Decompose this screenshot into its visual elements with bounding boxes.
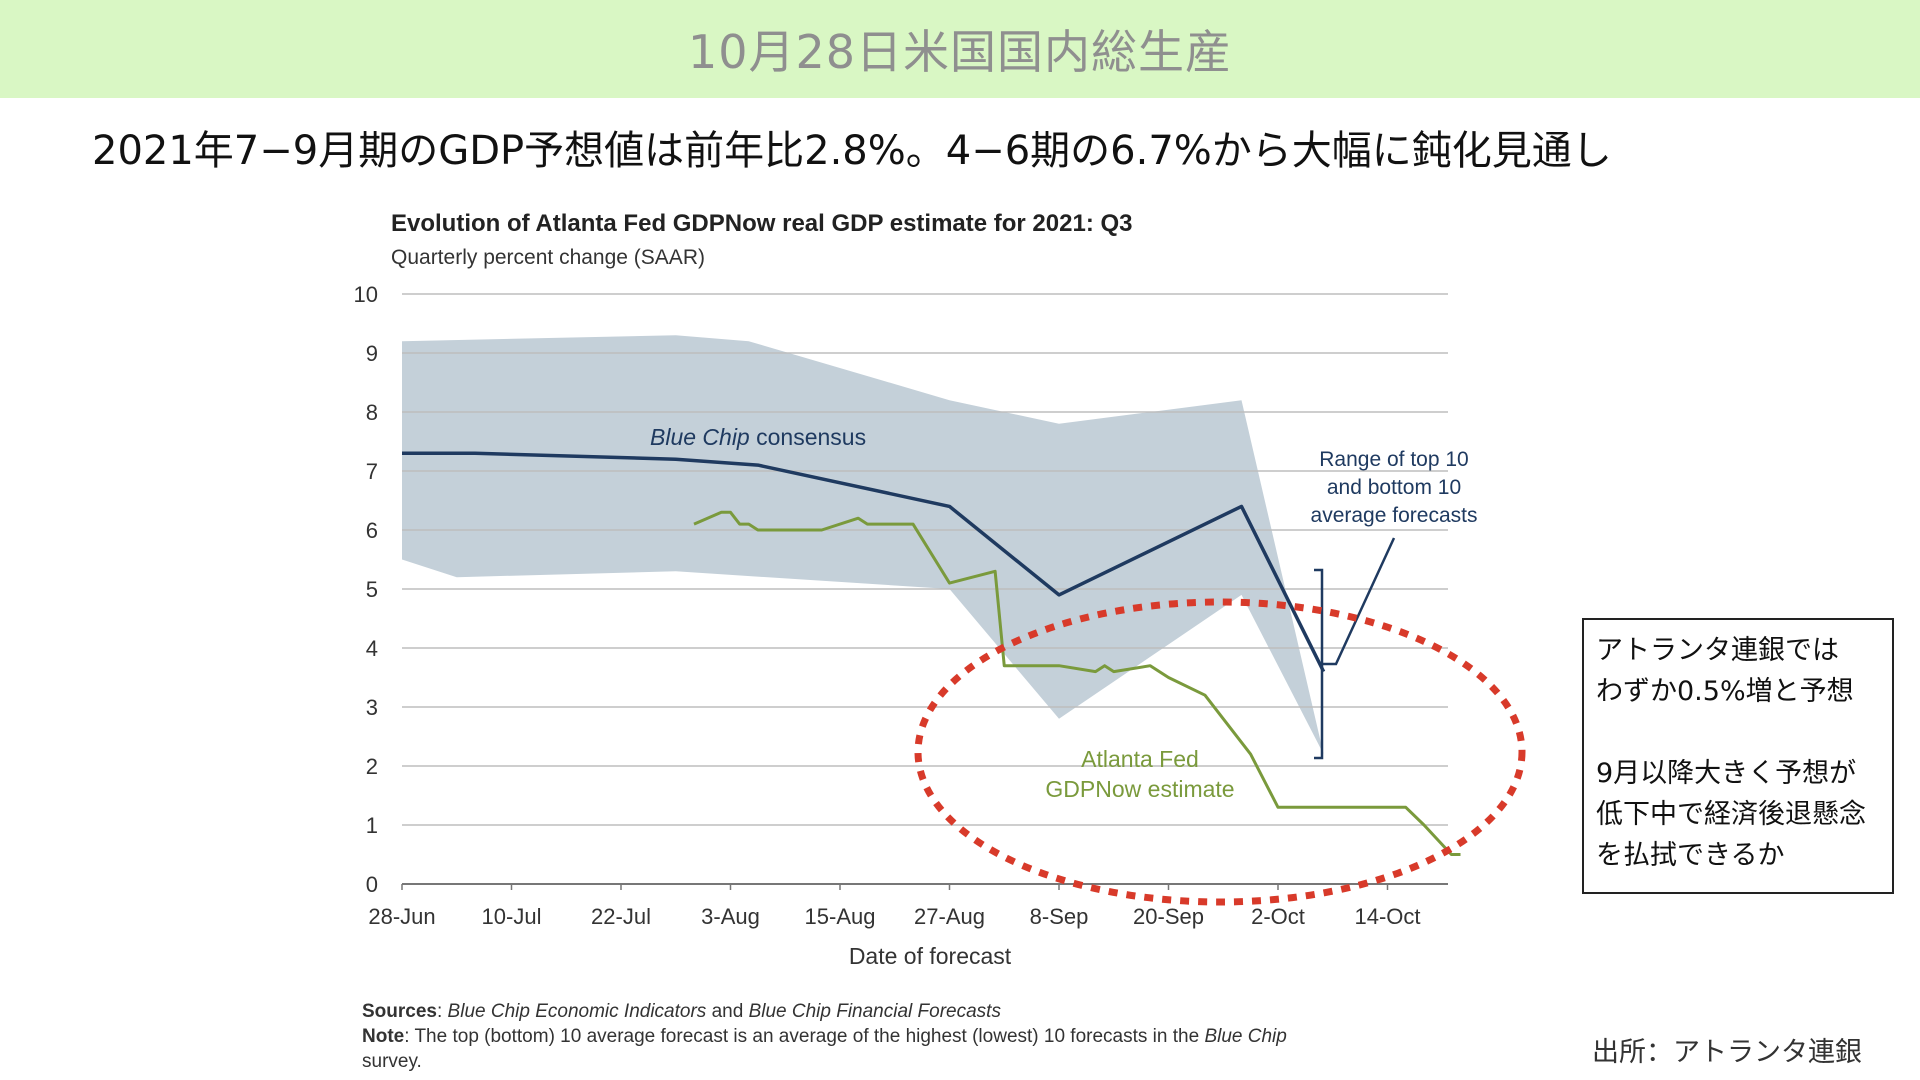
callout-line: を払拭できるか — [1596, 840, 1785, 871]
callout-line: 9月以降大きく予想が — [1596, 758, 1857, 789]
header-banner: 10月28日米国国内総生産 — [0, 0, 1920, 98]
y-tick-label: 8 — [366, 400, 378, 425]
x-tick-label: 14-Oct — [1354, 904, 1420, 929]
sources-text: Sources: Blue Chip Economic Indicators a… — [362, 1001, 1001, 1022]
blue-chip-label: Blue Chip consensus — [650, 424, 866, 450]
highlight-ellipse — [914, 598, 1526, 906]
range-pointer-line — [1322, 537, 1396, 666]
x-tick-label: 20-Sep — [1133, 904, 1204, 929]
range-label: average forecasts — [1311, 504, 1478, 527]
range-label: Range of top 10 — [1319, 448, 1468, 471]
x-tick-label: 22-Jul — [591, 904, 651, 929]
callout-line: アトランタ連銀では — [1596, 635, 1839, 666]
y-tick-label: 10 — [354, 282, 378, 307]
y-tick-label: 9 — [366, 341, 378, 366]
y-tick-label: 2 — [366, 754, 378, 779]
x-tick-label: 3-Aug — [701, 904, 760, 929]
x-axis-label: Date of forecast — [849, 943, 1012, 969]
x-tick-label: 15-Aug — [805, 904, 876, 929]
callout-box: アトランタ連銀では わずか0.5%増と予想 9月以降大きく予想が 低下中で経済後… — [1582, 618, 1894, 894]
note-text: survey. — [362, 1051, 422, 1072]
y-tick-label: 5 — [366, 577, 378, 602]
range-label: and bottom 10 — [1327, 476, 1461, 499]
blue-chip-consensus-line — [402, 451, 1326, 673]
x-tick-label: 8-Sep — [1030, 904, 1089, 929]
y-tick-label: 0 — [366, 872, 378, 897]
banner-title: 10月28日米国国内総生産 — [687, 25, 1233, 79]
gdpnow-label: GDPNow estimate — [1045, 776, 1234, 802]
callout-line: わずか0.5%増と予想 — [1596, 676, 1854, 707]
y-tick-label: 1 — [366, 813, 378, 838]
gdpnow-label: Atlanta Fed — [1081, 746, 1199, 772]
chart-subtitle: Quarterly percent change (SAAR) — [391, 246, 705, 269]
chart-title: Evolution of Atlanta Fed GDPNow real GDP… — [391, 210, 1133, 237]
x-tick-label: 27-Aug — [914, 904, 985, 929]
callout-line: 低下中で経済後退懸念 — [1596, 799, 1866, 830]
y-tick-label: 7 — [366, 459, 378, 484]
x-tick-label: 28-Jun — [368, 904, 435, 929]
page-subtitle: 2021年7−9月期のGDP予想値は前年比2.8%。4−6期の6.7%から大幅に… — [92, 128, 1612, 174]
y-tick-label: 4 — [366, 636, 378, 661]
forecast-range-band — [402, 335, 1324, 755]
x-tick-label: 2-Oct — [1251, 904, 1305, 929]
gdpnow-estimate-line — [693, 510, 1461, 856]
note-text: Note: The top (bottom) 10 average foreca… — [362, 1026, 1287, 1047]
y-tick-label: 6 — [366, 518, 378, 543]
y-tick-label: 3 — [366, 695, 378, 720]
x-tick-label: 10-Jul — [482, 904, 542, 929]
source-credit: 出所：アトランタ連銀 — [1592, 1037, 1862, 1068]
